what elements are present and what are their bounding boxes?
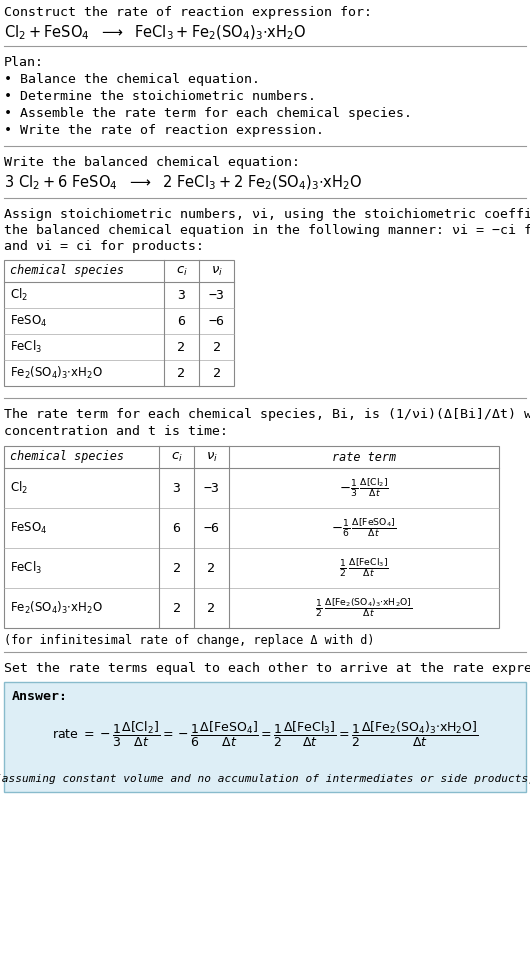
Text: Write the balanced chemical equation:: Write the balanced chemical equation:: [4, 156, 300, 169]
Text: $c_i$: $c_i$: [175, 265, 188, 277]
Text: $c_i$: $c_i$: [171, 451, 182, 464]
Text: The rate term for each chemical species, Bi, is (1/νi)(Δ[Bi]/Δt) where [Bi] is t: The rate term for each chemical species,…: [4, 408, 530, 421]
Text: 2: 2: [213, 340, 220, 354]
Text: 2: 2: [178, 340, 186, 354]
Text: and νi = ci for products:: and νi = ci for products:: [4, 240, 204, 253]
Text: • Determine the stoichiometric numbers.: • Determine the stoichiometric numbers.: [4, 90, 316, 103]
Text: 2: 2: [208, 602, 216, 614]
Bar: [4, 682, 526, 792]
Text: Construct the rate of reaction expression for:: Construct the rate of reaction expressio…: [4, 6, 372, 19]
Text: 2: 2: [172, 562, 181, 574]
Text: $\mathrm{FeSO_4}$: $\mathrm{FeSO_4}$: [10, 314, 48, 328]
Text: −3: −3: [208, 288, 225, 302]
Text: • Write the rate of reaction expression.: • Write the rate of reaction expression.: [4, 124, 324, 137]
Text: $\mathrm{Fe_2(SO_4)_3{\cdot}xH_2O}$: $\mathrm{Fe_2(SO_4)_3{\cdot}xH_2O}$: [10, 600, 103, 616]
Text: −3: −3: [204, 481, 219, 495]
Text: chemical species: chemical species: [10, 450, 124, 463]
Text: $\nu_i$: $\nu_i$: [206, 451, 217, 464]
Bar: [4, 260, 234, 386]
Text: $\mathrm{FeSO_4}$: $\mathrm{FeSO_4}$: [10, 520, 48, 535]
Text: $-\frac{1}{6}\,\frac{\Delta[\mathrm{FeSO_4}]}{\Delta t}$: $-\frac{1}{6}\,\frac{\Delta[\mathrm{FeSO…: [331, 516, 396, 539]
Text: $\nu_i$: $\nu_i$: [210, 265, 223, 277]
Text: 6: 6: [178, 315, 186, 327]
Bar: [4, 446, 499, 628]
Text: $-\frac{1}{3}\,\frac{\Delta[\mathrm{Cl_2}]}{\Delta t}$: $-\frac{1}{3}\,\frac{\Delta[\mathrm{Cl_2…: [339, 476, 389, 500]
Text: $\frac{1}{2}\,\frac{\Delta[\mathrm{FeCl_3}]}{\Delta t}$: $\frac{1}{2}\,\frac{\Delta[\mathrm{FeCl_…: [339, 557, 389, 579]
Text: 3: 3: [172, 481, 181, 495]
Text: chemical species: chemical species: [10, 264, 124, 277]
Text: rate $= -\dfrac{1}{3}\dfrac{\Delta[\mathrm{Cl_2}]}{\Delta t} = -\dfrac{1}{6}\dfr: rate $= -\dfrac{1}{3}\dfrac{\Delta[\math…: [52, 720, 478, 749]
Text: $\frac{1}{2}\,\frac{\Delta[\mathrm{Fe_2(SO_4)_3{\cdot}xH_2O}]}{\Delta t}$: $\frac{1}{2}\,\frac{\Delta[\mathrm{Fe_2(…: [315, 597, 413, 619]
Text: 2: 2: [213, 367, 220, 379]
Text: the balanced chemical equation in the following manner: νi = −ci for reactants: the balanced chemical equation in the fo…: [4, 224, 530, 237]
Text: −6: −6: [208, 315, 225, 327]
Text: (assuming constant volume and no accumulation of intermediates or side products): (assuming constant volume and no accumul…: [0, 774, 530, 784]
Text: 2: 2: [178, 367, 186, 379]
Text: Plan:: Plan:: [4, 56, 44, 69]
Text: Set the rate terms equal to each other to arrive at the rate expression:: Set the rate terms equal to each other t…: [4, 662, 530, 675]
Text: −6: −6: [204, 521, 219, 534]
Text: $\mathrm{Cl_2 + FeSO_4 \ \ \longrightarrow \ \ FeCl_3 + Fe_2(SO_4)_3{\cdot}xH_2O: $\mathrm{Cl_2 + FeSO_4 \ \ \longrightarr…: [4, 24, 306, 42]
Text: 2: 2: [172, 602, 181, 614]
Text: • Assemble the rate term for each chemical species.: • Assemble the rate term for each chemic…: [4, 107, 412, 120]
Text: $\mathrm{Cl_2}$: $\mathrm{Cl_2}$: [10, 480, 28, 496]
Text: $\mathrm{FeCl_3}$: $\mathrm{FeCl_3}$: [10, 560, 42, 576]
Text: $\mathrm{3\ Cl_2 + 6\ FeSO_4 \ \ \longrightarrow \ \ 2\ FeCl_3 + 2\ Fe_2(SO_4)_3: $\mathrm{3\ Cl_2 + 6\ FeSO_4 \ \ \longri…: [4, 174, 363, 192]
Text: 6: 6: [172, 521, 181, 534]
Text: 3: 3: [178, 288, 186, 302]
Text: rate term: rate term: [332, 451, 396, 464]
Text: $\mathrm{Fe_2(SO_4)_3{\cdot}xH_2O}$: $\mathrm{Fe_2(SO_4)_3{\cdot}xH_2O}$: [10, 365, 103, 381]
Text: Assign stoichiometric numbers, νi, using the stoichiometric coefficients, ci, fr: Assign stoichiometric numbers, νi, using…: [4, 208, 530, 221]
Text: • Balance the chemical equation.: • Balance the chemical equation.: [4, 73, 260, 86]
Text: (for infinitesimal rate of change, replace Δ with d): (for infinitesimal rate of change, repla…: [4, 634, 375, 647]
Text: $\mathrm{FeCl_3}$: $\mathrm{FeCl_3}$: [10, 339, 42, 355]
Text: $\mathrm{Cl_2}$: $\mathrm{Cl_2}$: [10, 287, 28, 303]
Text: Answer:: Answer:: [12, 690, 68, 703]
Text: 2: 2: [208, 562, 216, 574]
Text: concentration and t is time:: concentration and t is time:: [4, 425, 228, 438]
